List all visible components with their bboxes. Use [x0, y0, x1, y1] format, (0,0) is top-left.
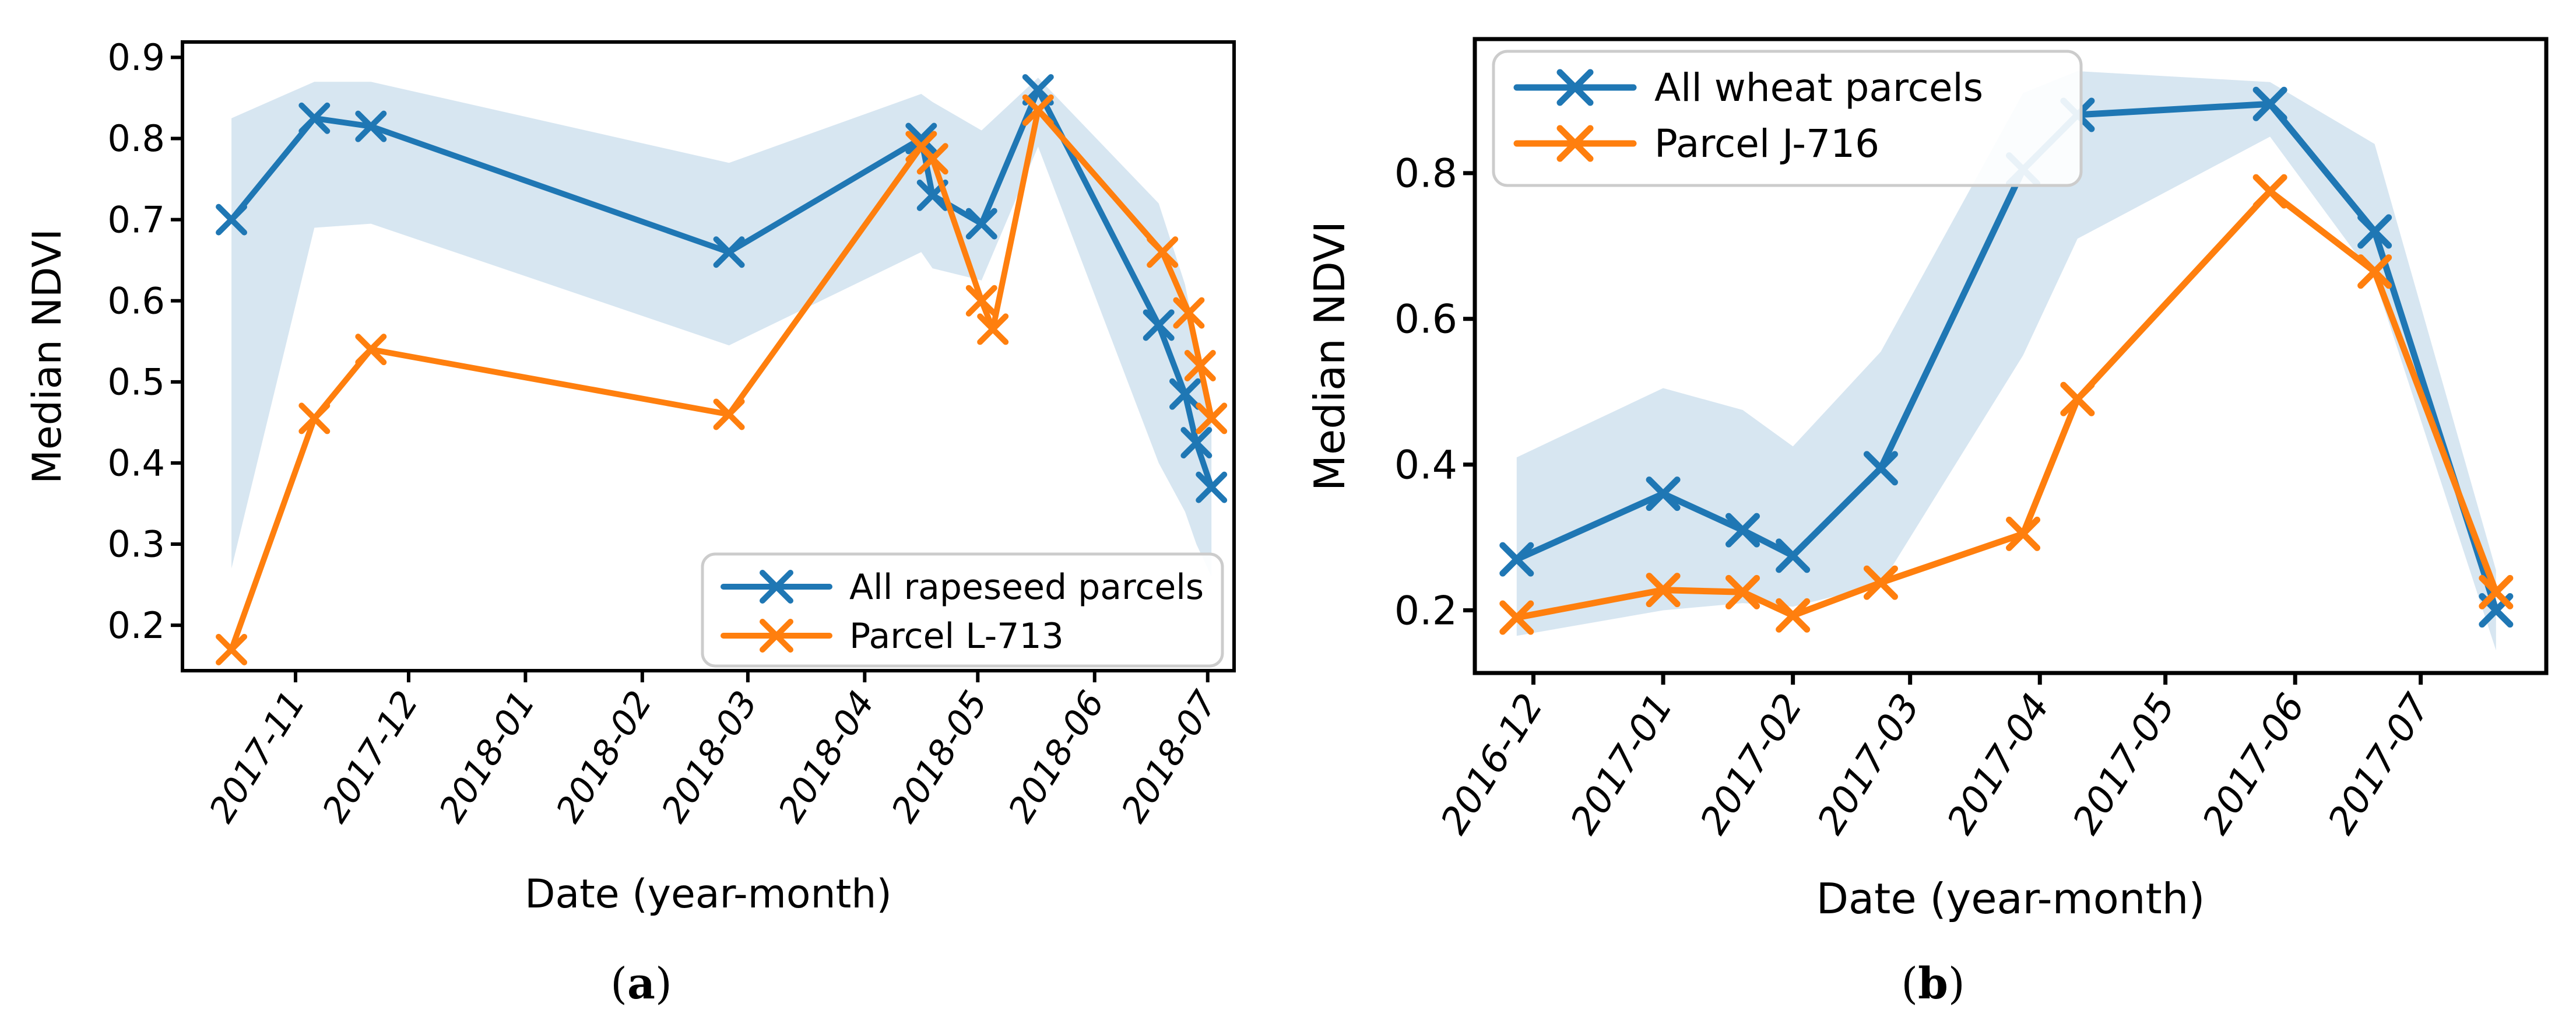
y-tick-label: 0.6 — [107, 279, 165, 322]
legend-x-marker — [1556, 125, 1594, 162]
y-axis-label: Median NDVI — [24, 229, 71, 484]
y-tick-label: 0.6 — [1394, 297, 1457, 343]
y-tick-label: 0.2 — [1394, 588, 1457, 634]
legend-box — [1492, 50, 2083, 187]
x-axis-label: Date (year-month) — [1816, 874, 2205, 923]
y-tick-label: 0.4 — [1394, 442, 1457, 488]
legend-label: Parcel J-716 — [1654, 121, 1879, 166]
x-tick-label: 2017-07 — [2320, 686, 2440, 842]
x-tick-label: 2017-06 — [2194, 686, 2313, 842]
series-line-blue — [229, 87, 1215, 490]
x-tick-label: 2017-11 — [201, 684, 313, 830]
y-tick-label: 0.8 — [1394, 151, 1457, 197]
x-tick-label: 2017-04 — [1939, 686, 2058, 842]
series-line-orange — [1513, 188, 2500, 621]
x-tick-label: 2017-03 — [1809, 686, 1928, 842]
legend-box — [701, 552, 1224, 668]
y-tick-label: 0.5 — [107, 361, 165, 404]
x-tick-label: 2018-05 — [884, 684, 996, 830]
axes-frame — [1472, 37, 2549, 675]
caption-close-paren: ) — [655, 959, 672, 1009]
legend-x-marker — [760, 619, 793, 653]
y-axis-label: Median NDVI — [1305, 221, 1354, 491]
x-tick-label: 2016-12 — [1433, 686, 1552, 842]
caption-letter: a — [627, 959, 655, 1009]
x-tick-label: 2017-05 — [2065, 686, 2184, 842]
legend-label: Parcel L-713 — [849, 616, 1064, 657]
chart-b: 0.2 0.4 0.6 0.8 2016-12 2017-01 2017-022017-03… — [1305, 37, 2549, 1009]
y-tick-label: 0.9 — [107, 36, 165, 79]
legend: All wheat parcels Parcel J-716 — [1492, 50, 2083, 187]
caption-letter: b — [1918, 959, 1948, 1009]
caption-open-paren: ( — [610, 959, 627, 1009]
axes-frame — [181, 40, 1236, 672]
x-tick-label: 2018-04 — [771, 684, 883, 830]
legend-x-marker — [1556, 69, 1594, 106]
x-tick-label: 2018-03 — [653, 684, 765, 830]
confidence-band — [1516, 71, 2496, 651]
y-tick-label: 0.7 — [107, 198, 165, 241]
subplot-caption: (b) — [1901, 959, 1965, 1009]
caption-close-paren: ) — [1948, 959, 1965, 1009]
x-tick-label: 2017-01 — [1562, 686, 1681, 842]
y-tick-label: 0.4 — [107, 442, 165, 485]
x-axis-label: Date (year-month) — [525, 871, 892, 917]
y-tick-label: 0.3 — [107, 523, 165, 566]
y-tick-label: 0.8 — [107, 117, 165, 160]
series-markers-blue — [216, 74, 1228, 503]
confidence-band — [231, 78, 1212, 577]
legend: All rapeseed parcels Parcel L-713 — [701, 552, 1224, 668]
x-tick-label: 2018-06 — [1000, 684, 1112, 830]
x-tick-label: 2018-07 — [1113, 684, 1225, 830]
series-markers-orange — [216, 94, 1228, 665]
legend-label: All rapeseed parcels — [849, 567, 1204, 608]
legend-label: All wheat parcels — [1654, 65, 1983, 110]
caption-open-paren: ( — [1901, 959, 1918, 1009]
x-tick-label: 2018-01 — [431, 684, 543, 830]
y-tick-label: 0.2 — [107, 604, 165, 647]
subplot-caption: (a) — [610, 959, 672, 1009]
x-tick-label: 2017-02 — [1692, 686, 1811, 842]
series-line-blue — [1513, 100, 2500, 614]
x-tick-label: 2018-02 — [548, 684, 660, 830]
legend-x-marker — [760, 570, 793, 604]
x-tick-label: 2017-12 — [314, 684, 426, 830]
series-markers-orange — [1499, 174, 2514, 635]
